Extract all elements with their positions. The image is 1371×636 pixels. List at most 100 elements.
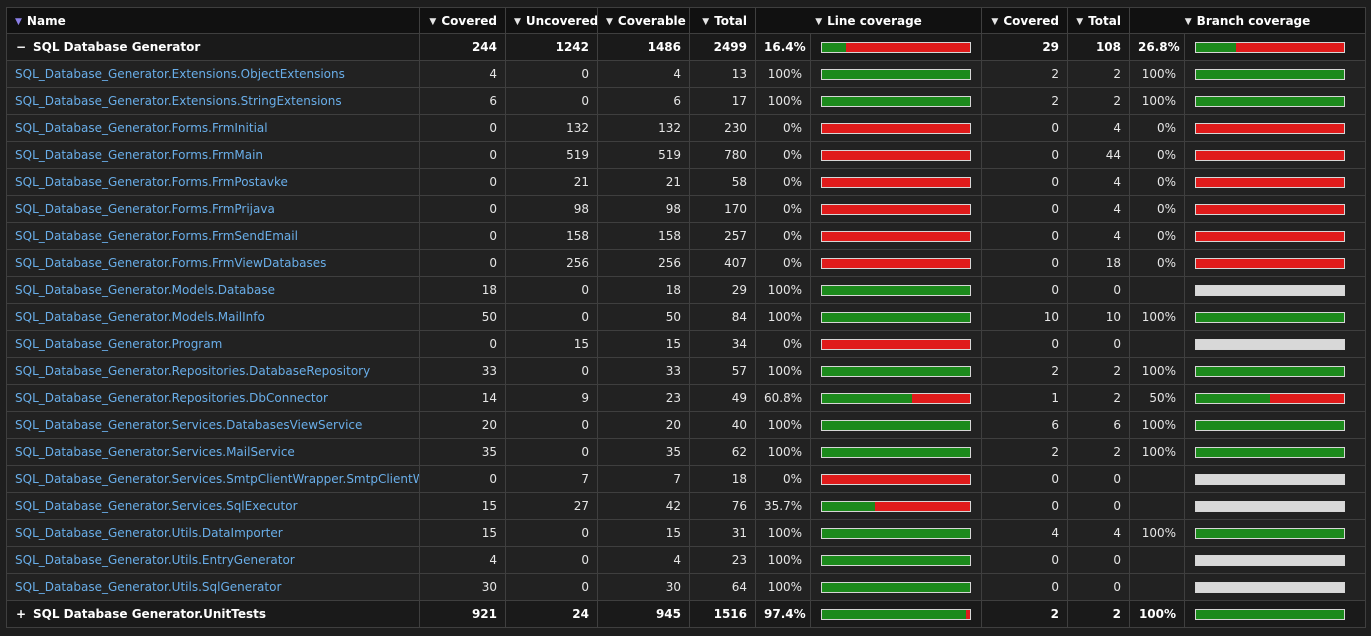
covered-lines: 33: [419, 357, 506, 385]
class-link[interactable]: SQL_Database_Generator.Utils.EntryGenera…: [15, 553, 295, 567]
sort-desc-icon: ▼: [514, 16, 521, 27]
branch-coverage-bar-cell: [1184, 492, 1367, 520]
covered-segment: [1196, 42, 1236, 52]
name-cell: SQL_Database_Generator.Program: [6, 330, 420, 358]
total-lines: 84: [689, 303, 756, 331]
sort-desc-icon: ▼: [429, 16, 437, 27]
uncovered-lines: 27: [505, 492, 598, 520]
line-coverage-bar-cell: [809, 357, 983, 385]
total-lines: 780: [689, 141, 756, 169]
coverable-lines: 33: [597, 357, 690, 385]
header-total[interactable]: ▼ Total: [689, 7, 756, 34]
covered-segment: [822, 528, 970, 538]
branch-coverage-bar: [1195, 311, 1346, 323]
name-cell: − SQL Database Generator: [6, 33, 420, 61]
total-branches: 2: [1067, 87, 1131, 115]
class-link[interactable]: SQL_Database_Generator.Services.Database…: [15, 418, 363, 432]
table-row: SQL_Database_Generator.Forms.FrmViewData…: [6, 249, 1367, 277]
line-coverage-percent: 100%: [755, 87, 811, 115]
class-link[interactable]: SQL_Database_Generator.Repositories.DbCo…: [15, 391, 328, 405]
covered-segment: [1196, 609, 1345, 619]
name-cell: SQL_Database_Generator.Services.MailServ…: [6, 438, 420, 466]
collapse-icon[interactable]: −: [15, 40, 27, 54]
coverable-lines: 15: [597, 330, 690, 358]
line-coverage-bar: [821, 122, 971, 134]
sort-desc-icon: ▼: [991, 16, 999, 27]
covered-branches: 0: [981, 168, 1069, 196]
covered-segment: [1196, 420, 1345, 430]
branch-coverage-percent: [1129, 546, 1186, 574]
name-cell: SQL_Database_Generator.Services.Database…: [6, 411, 420, 439]
header-coverable[interactable]: ▼ Coverable: [597, 7, 690, 34]
coverable-lines: 1486: [597, 33, 690, 61]
uncovered-lines: 0: [505, 438, 598, 466]
class-link[interactable]: SQL_Database_Generator.Utils.DataImporte…: [15, 526, 283, 540]
uncovered-segment: [822, 474, 970, 484]
class-link[interactable]: SQL_Database_Generator.Forms.FrmPrijava: [15, 202, 275, 216]
branch-coverage-bar: [1195, 176, 1346, 188]
class-link[interactable]: SQL_Database_Generator.Program: [15, 337, 223, 351]
class-link[interactable]: SQL_Database_Generator.Extensions.String…: [15, 94, 342, 108]
class-link[interactable]: SQL_Database_Generator.Repositories.Data…: [15, 364, 371, 378]
class-link[interactable]: SQL_Database_Generator.Services.SqlExecu…: [15, 499, 298, 513]
class-link[interactable]: SQL_Database_Generator.Models.MailInfo: [15, 310, 265, 324]
coverable-lines: 18: [597, 276, 690, 304]
branch-coverage-bar-cell: [1184, 573, 1367, 601]
uncovered-segment: [822, 231, 970, 241]
class-link[interactable]: SQL_Database_Generator.Models.Database: [15, 283, 276, 297]
branch-coverage-bar: [1195, 257, 1346, 269]
header-uncovered[interactable]: ▼ Uncovered: [505, 7, 598, 34]
assembly-name: SQL Database Generator.UnitTests: [33, 607, 267, 621]
covered-branches: 2: [981, 60, 1069, 88]
total-lines: 257: [689, 222, 756, 250]
header-name[interactable]: ▼ Name: [6, 7, 420, 34]
class-link[interactable]: SQL_Database_Generator.Services.MailServ…: [15, 445, 295, 459]
total-branches: 2: [1067, 60, 1131, 88]
class-link[interactable]: SQL_Database_Generator.Forms.FrmPostavke: [15, 175, 288, 189]
class-link[interactable]: SQL_Database_Generator.Forms.FrmSendEmai…: [15, 229, 298, 243]
header-branch-coverage[interactable]: ▼ Branch coverage: [1129, 7, 1367, 34]
name-cell: SQL_Database_Generator.Forms.FrmPrijava: [6, 195, 420, 223]
covered-branches: 0: [981, 222, 1069, 250]
branch-coverage-percent: 0%: [1129, 249, 1186, 277]
header-branch-covered[interactable]: ▼ Covered: [981, 7, 1069, 34]
line-coverage-percent: 0%: [755, 141, 811, 169]
uncovered-segment: [822, 339, 970, 349]
line-coverage-bar: [821, 311, 971, 323]
uncovered-segment: [822, 258, 970, 268]
class-link[interactable]: SQL_Database_Generator.Extensions.Object…: [15, 67, 345, 81]
total-lines: 18: [689, 465, 756, 493]
covered-branches: 0: [981, 249, 1069, 277]
class-link[interactable]: SQL_Database_Generator.Forms.FrmInitial: [15, 121, 268, 135]
table-row: SQL_Database_Generator.Forms.FrmInitial 0…: [6, 114, 1367, 142]
covered-branches: 2: [981, 600, 1069, 628]
line-coverage-percent: 100%: [755, 60, 811, 88]
header-covered[interactable]: ▼ Covered: [419, 7, 506, 34]
header-branch-total[interactable]: ▼ Total: [1067, 7, 1131, 34]
uncovered-lines: 132: [505, 114, 598, 142]
sort-desc-icon: ▼: [702, 16, 710, 27]
assembly-row[interactable]: − SQL Database Generator 244 1242 1486 2499 16…: [6, 33, 1367, 61]
uncovered-segment: [822, 177, 970, 187]
branch-coverage-percent: 100%: [1129, 438, 1186, 466]
branch-coverage-bar-cell: [1184, 195, 1367, 223]
header-row: ▼ Name ▼ Covered ▼ Uncovered ▼ Coverable ▼ To…: [6, 7, 1367, 34]
class-link[interactable]: SQL_Database_Generator.Utils.SqlGenerato…: [15, 580, 282, 594]
table-row: SQL_Database_Generator.Services.SmtpClie…: [6, 465, 1367, 493]
total-lines: 230: [689, 114, 756, 142]
branch-coverage-bar: [1195, 500, 1346, 512]
expand-icon[interactable]: +: [15, 607, 27, 621]
total-lines: 34: [689, 330, 756, 358]
assembly-row[interactable]: + SQL Database Generator.UnitTests 921 24 94…: [6, 600, 1367, 628]
total-lines: 29: [689, 276, 756, 304]
total-branches: 4: [1067, 222, 1131, 250]
line-coverage-percent: 0%: [755, 114, 811, 142]
class-link[interactable]: SQL_Database_Generator.Forms.FrmMain: [15, 148, 264, 162]
class-link[interactable]: SQL_Database_Generator.Services.SmtpClie…: [15, 472, 420, 486]
line-coverage-percent: 0%: [755, 195, 811, 223]
class-link[interactable]: SQL_Database_Generator.Forms.FrmViewData…: [15, 256, 327, 270]
line-coverage-percent: 35.7%: [755, 492, 811, 520]
uncovered-lines: 256: [505, 249, 598, 277]
header-line-coverage[interactable]: ▼ Line coverage: [754, 7, 983, 34]
line-coverage-percent: 0%: [755, 222, 811, 250]
